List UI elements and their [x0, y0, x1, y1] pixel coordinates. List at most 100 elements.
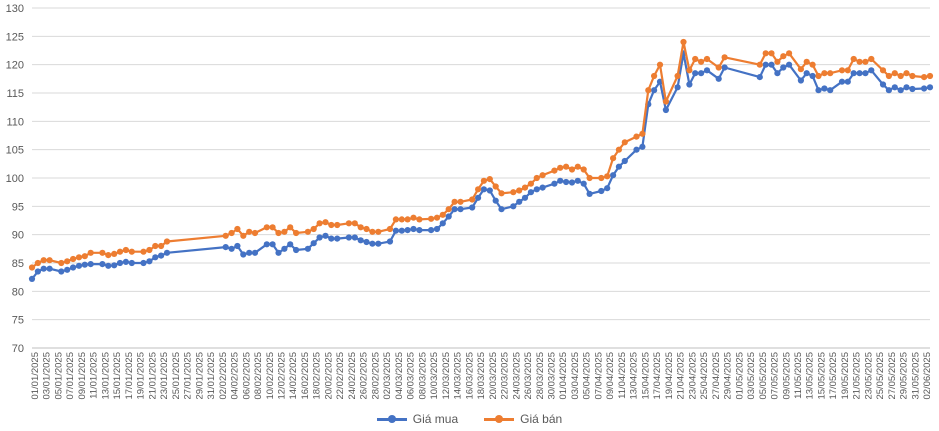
data-point[interactable] [263, 241, 270, 248]
data-point[interactable] [75, 254, 83, 261]
data-point[interactable] [140, 248, 147, 255]
data-point[interactable] [87, 261, 94, 268]
data-point[interactable] [28, 275, 36, 282]
data-point[interactable] [598, 174, 605, 182]
data-point[interactable] [128, 259, 135, 267]
data-point[interactable] [844, 78, 851, 85]
data-point[interactable] [439, 211, 446, 218]
data-point[interactable] [287, 224, 294, 231]
data-point[interactable] [551, 180, 558, 187]
data-point[interactable] [756, 61, 763, 68]
data-point[interactable] [146, 246, 153, 254]
data-point[interactable] [821, 70, 828, 77]
data-point[interactable] [698, 58, 705, 65]
data-point[interactable] [222, 232, 229, 239]
data-point[interactable] [304, 245, 311, 252]
data-point[interactable] [768, 61, 775, 68]
data-point[interactable] [316, 234, 323, 241]
data-point[interactable] [521, 194, 529, 201]
data-point[interactable] [163, 249, 171, 256]
data-point[interactable] [116, 248, 124, 255]
data-point[interactable] [510, 189, 517, 196]
data-point[interactable] [122, 246, 129, 254]
data-point[interactable] [58, 268, 65, 275]
data-point[interactable] [116, 259, 124, 267]
legend-item-sell[interactable]: Giá bán [484, 412, 562, 426]
data-point[interactable] [64, 266, 71, 273]
data-point[interactable] [879, 67, 887, 74]
data-point[interactable] [40, 257, 47, 264]
data-point[interactable] [827, 70, 834, 77]
data-point[interactable] [99, 249, 106, 256]
data-point[interactable] [293, 246, 300, 254]
data-point[interactable] [34, 268, 42, 275]
data-point[interactable] [574, 177, 581, 184]
data-point[interactable] [105, 252, 112, 259]
data-point[interactable] [316, 220, 323, 227]
data-point[interactable] [398, 216, 405, 223]
data-point[interactable] [416, 227, 423, 234]
data-point[interactable] [815, 87, 822, 94]
data-point[interactable] [328, 235, 335, 242]
data-point[interactable] [821, 85, 828, 92]
data-point[interactable] [28, 264, 36, 271]
data-point[interactable] [304, 228, 311, 235]
data-point[interactable] [498, 190, 505, 197]
data-point[interactable] [158, 242, 165, 250]
data-point[interactable] [158, 252, 165, 259]
data-point[interactable] [809, 72, 816, 80]
data-point[interactable] [70, 255, 77, 263]
data-point[interactable] [99, 261, 106, 268]
data-point[interactable] [228, 245, 235, 252]
data-point[interactable] [345, 234, 352, 241]
data-point[interactable] [604, 173, 611, 180]
data-point[interactable] [351, 234, 358, 241]
data-point[interactable] [674, 72, 681, 80]
data-point[interactable] [410, 214, 417, 221]
data-point[interactable] [251, 249, 259, 256]
data-point[interactable] [539, 184, 546, 191]
data-point[interactable] [838, 67, 846, 74]
data-point[interactable] [46, 265, 53, 272]
data-point[interactable] [152, 254, 159, 261]
data-point[interactable] [445, 206, 452, 213]
data-point[interactable] [516, 198, 523, 205]
data-point[interactable] [539, 172, 546, 179]
data-point[interactable] [240, 251, 247, 258]
data-point[interactable] [163, 238, 171, 245]
data-point[interactable] [392, 227, 399, 234]
data-point[interactable] [416, 216, 423, 223]
data-point[interactable] [662, 106, 670, 114]
data-point[interactable] [322, 232, 329, 239]
data-point[interactable] [862, 70, 869, 77]
data-point[interactable] [140, 259, 147, 267]
data-point[interactable] [856, 58, 863, 65]
data-point[interactable] [475, 194, 482, 201]
data-point[interactable] [703, 67, 711, 74]
data-point[interactable] [762, 50, 769, 57]
data-point[interactable] [715, 75, 722, 82]
data-point[interactable] [533, 174, 540, 182]
data-point[interactable] [75, 262, 83, 269]
data-point[interactable] [240, 232, 247, 239]
data-point[interactable] [310, 225, 317, 233]
data-point[interactable] [850, 70, 857, 77]
data-point[interactable] [563, 178, 570, 186]
data-point[interactable] [662, 98, 670, 105]
data-point[interactable] [58, 259, 65, 267]
data-point[interactable] [926, 84, 934, 91]
data-point[interactable] [557, 177, 564, 184]
data-point[interactable] [469, 196, 476, 203]
data-point[interactable] [375, 228, 382, 235]
data-point[interactable] [774, 70, 781, 77]
data-point[interactable] [680, 38, 687, 46]
data-point[interactable] [692, 55, 699, 63]
data-point[interactable] [269, 224, 276, 231]
data-point[interactable] [293, 229, 300, 237]
data-point[interactable] [645, 87, 652, 94]
data-point[interactable] [498, 206, 505, 213]
data-point[interactable] [34, 259, 42, 267]
data-point[interactable] [686, 67, 693, 74]
data-point[interactable] [521, 184, 529, 191]
data-point[interactable] [621, 157, 628, 165]
